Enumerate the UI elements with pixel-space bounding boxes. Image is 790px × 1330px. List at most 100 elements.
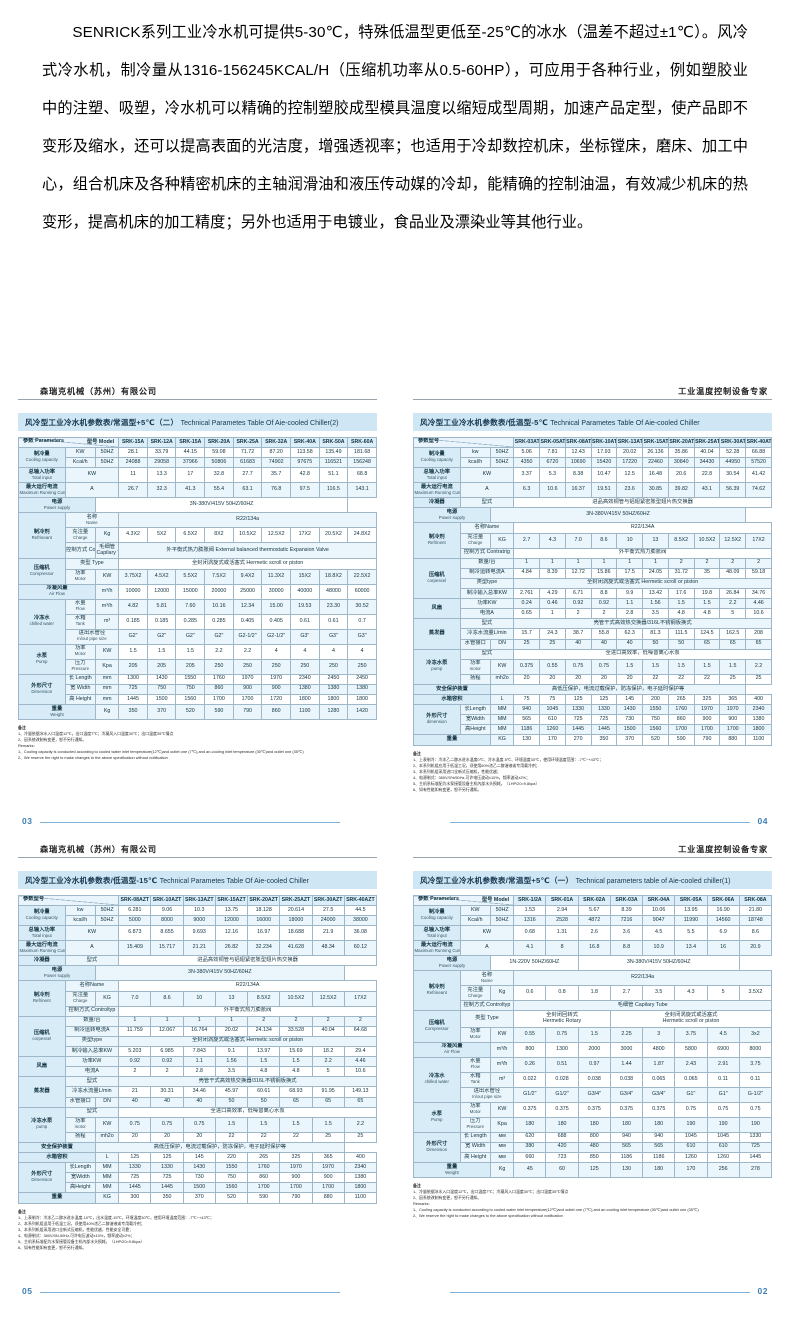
row-label-cell: 制冷剂 Refrinent (413, 522, 461, 559)
data-cell: 725 (590, 714, 618, 726)
data-cell: 162.5 (719, 628, 747, 640)
row-label-cell: 冷凝器 (413, 497, 461, 509)
intro-paragraph: SENRICK系列工业冷水机可提供5-30℃，特殊低温型更低至-25℃的冰水（温… (42, 24, 748, 231)
row-split-value: 3N-380V/415V 50HZ/60HZ (577, 955, 740, 972)
row-sublabel-cell: Kcal/h (459, 915, 491, 927)
model-header-cell: SRK-05AT (539, 437, 566, 448)
data-cell: 143.1 (347, 482, 377, 499)
data-cell: 1.5 (642, 658, 669, 675)
data-cell: 91.95 (311, 1086, 345, 1098)
model-header-cell: SRK-10AT (590, 437, 618, 448)
table-row: 宽Width MM 725 725 730 750 860 900 900 1380 (19, 1172, 378, 1184)
data-cell: 16.90 (706, 904, 740, 917)
data-cell: 1330 (590, 704, 618, 716)
data-cell: 10.47 (590, 467, 618, 484)
data-cell: 0.26 (513, 1056, 547, 1073)
model-header-cell: SRK-1/2A (513, 895, 547, 906)
data-cell: 1380 (745, 714, 772, 726)
row-unit-cell: KW (94, 643, 120, 660)
row-label-cell: 冷凝器 (18, 955, 66, 967)
data-cell: 180 (545, 1116, 579, 1133)
sheet-title: 风冷型工业冷水机参数表/常温型+5℃（一） Technical paramete… (413, 871, 772, 889)
data-cell: 1260 (706, 1151, 740, 1164)
data-cell: 20 (539, 673, 566, 685)
data-cell: 0.375 (642, 1101, 676, 1118)
model-header-cell: SRK-03A (609, 895, 644, 906)
data-cell: 10.5X2 (693, 532, 721, 549)
data-cell: 2 (745, 557, 772, 569)
spec-sheet-04: 工业温度控制设备专家 风冷型工业冷水机参数表/低温型-5℃ Technical P… (395, 378, 790, 836)
sheet-header: 森瑞克机械（苏州）有限公司 (18, 384, 377, 406)
data-cell: G2" (204, 628, 234, 645)
row-unit-cell: mm (94, 683, 120, 695)
row-sublabel-cell: 充注量 Charge (64, 527, 96, 544)
data-cell: 35.86 (667, 446, 695, 459)
data-cell: 21.9 (311, 925, 345, 942)
table-row: 重量 KG 300 350 370 520 590 790 880 1100 (18, 1192, 378, 1204)
data-cell: 1.5 (247, 1056, 281, 1068)
table-row: 制冷剂 Refrinent 名称Name R22/134A (18, 980, 377, 1017)
data-cell: 75 (539, 694, 566, 706)
data-cell: 13.4 (674, 940, 708, 957)
data-cell: 0.75 (738, 1101, 773, 1118)
data-cell: 8.39 (539, 567, 566, 579)
table-row: 安全保护装置 高低压保护，电流过载保护，防冻保护，电子延时保护等 (18, 1141, 377, 1154)
remark-line: 5、主机系标准配为水泵接管设备主机內部水头损耗，（1HP/20=9.8kpa） (18, 1238, 145, 1244)
data-cell: 725 (118, 1172, 152, 1184)
data-cell: 32.234 (247, 940, 281, 957)
table-row: 电源 Power supply 1N-220V 50HZ/60HZ 3N-380V/4… (413, 955, 772, 972)
data-cell: 12.72 (564, 567, 592, 579)
data-cell: 1970 (279, 1162, 313, 1174)
data-cell: 1445 (564, 724, 592, 736)
data-cell: 10.3 (182, 904, 216, 917)
data-cell: 55.8 (590, 628, 618, 640)
remark-line: 1、冷量依据冰水入口温度12℃，出口温度7℃；冷凝风入口温度30℃；出口温度35… (18, 731, 174, 737)
data-cell: 12.067 (150, 1025, 184, 1037)
data-cell: 145 (616, 694, 644, 706)
data-cell: 1970 (232, 673, 263, 685)
data-cell: 10.6 (745, 608, 772, 620)
row-sublabel-cell: KW (64, 446, 96, 459)
data-cell: 25 (311, 1131, 345, 1143)
data-cell: 3.5 (642, 608, 669, 620)
data-cell: 0.285 (204, 613, 234, 630)
data-cell: 520 (642, 734, 669, 746)
data-cell: 250 (261, 658, 291, 675)
data-cell: G2" (146, 628, 177, 645)
row-unit-cell: mh2o (489, 673, 515, 685)
data-cell: 265 (247, 1152, 281, 1164)
data-cell: 40 (590, 638, 618, 650)
data-cell: 20.614 (279, 904, 313, 917)
data-cell: 18748 (738, 915, 773, 927)
data-cell: 2 (247, 1015, 281, 1027)
table-row: 总输入功率 Total input KW 11 13.3 17 32.8 27.7 35.7 42… (18, 467, 377, 484)
data-cell: 2 (150, 1066, 184, 1078)
data-cell: 4872 (577, 915, 611, 927)
data-cell: 5.5X2 (175, 568, 206, 585)
data-cell: 1500 (146, 693, 177, 706)
table-row: 宽 Width mm 725 750 750 860 900 900 1380 1380 1380 (19, 683, 377, 695)
data-cell: 1.5 (616, 658, 644, 675)
row-label-cell: 重量 (18, 1192, 96, 1204)
row-sublabel-cell: 型式 (459, 497, 515, 509)
data-cell: 370 (616, 734, 644, 746)
data-cell: 2 (279, 1015, 313, 1027)
row-sublabel-cell: 控制方式 Contratrig (459, 547, 515, 559)
data-cell: 1260 (539, 724, 566, 736)
data-cell: 1.56 (214, 1056, 249, 1068)
data-cell: 16.37 (564, 482, 592, 499)
sheet-header: 工业温度控制设备专家 (413, 842, 772, 864)
data-cell: 5.81 (146, 598, 177, 615)
data-cell: 0.11 (706, 1071, 740, 1088)
row-unit-cell: m³/h (489, 1041, 515, 1058)
data-cell: 37966 (175, 457, 206, 469)
row-sublabel-cell: 高Height (64, 1182, 96, 1194)
data-cell: 6.985 (150, 1045, 184, 1058)
data-cell: 1.53 (513, 904, 547, 917)
data-cell: 1 (564, 557, 592, 569)
data-cell: 420 (545, 1141, 579, 1153)
remark-line: 6、如有性能如有变更，恕不另行通知。 (413, 786, 482, 792)
data-cell: G2" (118, 628, 148, 645)
